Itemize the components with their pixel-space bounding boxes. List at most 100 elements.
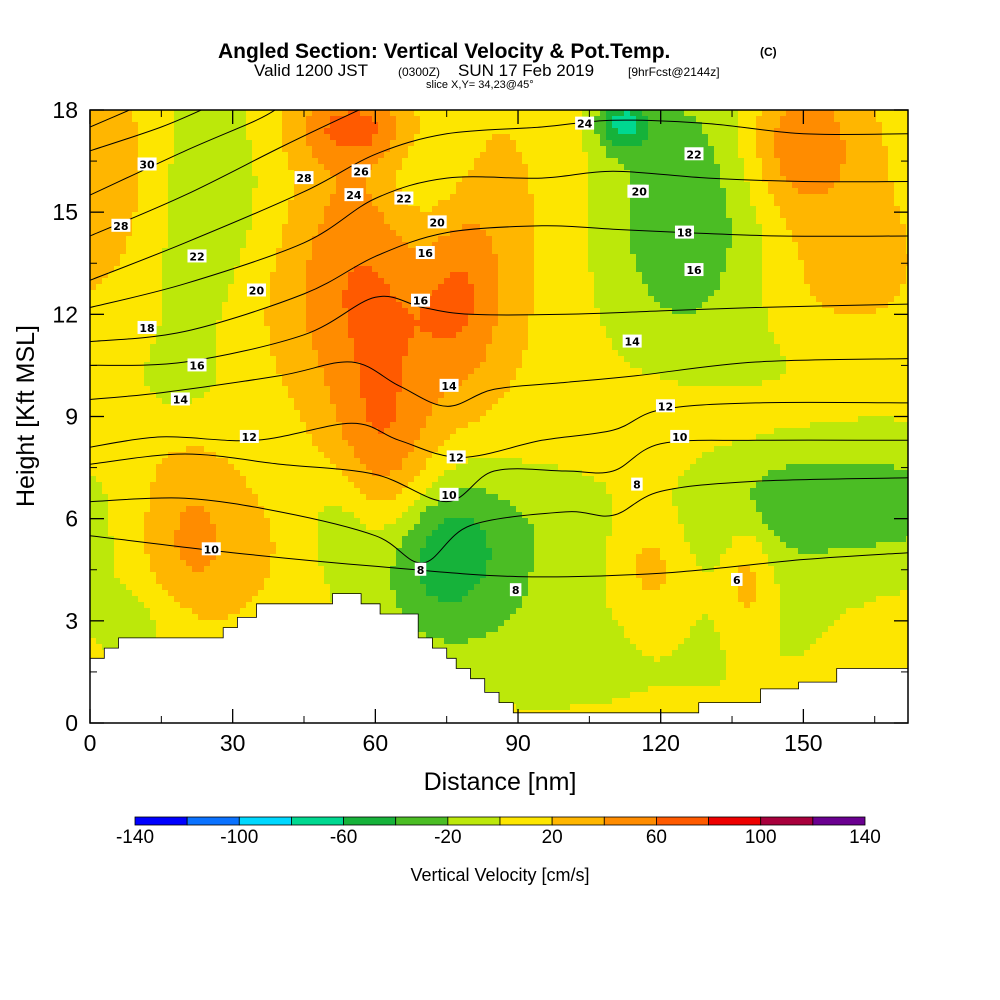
velocity-cell (120, 452, 127, 459)
velocity-cell (258, 164, 265, 171)
velocity-cell (174, 572, 181, 579)
velocity-cell (348, 176, 355, 183)
velocity-cell (246, 530, 253, 537)
velocity-cell (306, 398, 313, 405)
velocity-cell (354, 254, 361, 261)
velocity-cell (186, 596, 193, 603)
velocity-cell (96, 392, 103, 399)
velocity-cell (228, 392, 235, 399)
velocity-cell (108, 272, 115, 279)
velocity-cell (270, 548, 277, 555)
velocity-cell (246, 338, 253, 345)
velocity-cell (300, 302, 307, 309)
velocity-cell (120, 308, 127, 315)
velocity-cell (186, 530, 193, 537)
velocity-cell (126, 290, 133, 297)
velocity-cell (186, 620, 193, 627)
velocity-cell (192, 386, 199, 393)
velocity-cell (348, 530, 355, 537)
velocity-cell (288, 464, 295, 471)
velocity-cell (144, 284, 151, 291)
valid-prefix: Valid 1200 JST (254, 61, 368, 80)
velocity-cell (354, 560, 361, 567)
velocity-cell (228, 308, 235, 315)
velocity-cell (294, 248, 301, 255)
velocity-cell (360, 290, 367, 297)
velocity-cell (264, 410, 271, 417)
velocity-cell (186, 152, 193, 159)
velocity-cell (114, 182, 121, 189)
velocity-cell (246, 578, 253, 585)
velocity-cell (264, 440, 271, 447)
velocity-cell (264, 512, 271, 519)
velocity-cell (192, 506, 199, 513)
velocity-cell (372, 518, 379, 525)
velocity-cell (102, 290, 109, 297)
velocity-cell (324, 140, 331, 147)
velocity-cell (138, 248, 145, 255)
velocity-cell (276, 398, 283, 405)
velocity-cell (258, 326, 265, 333)
velocity-cell (258, 542, 265, 549)
velocity-cell (282, 290, 289, 297)
velocity-cell (318, 308, 325, 315)
velocity-cell (336, 248, 343, 255)
velocity-cell (312, 182, 319, 189)
velocity-cell (198, 506, 205, 513)
velocity-cell (168, 422, 175, 429)
velocity-cell (342, 200, 349, 207)
velocity-cell (270, 284, 277, 291)
velocity-cell (252, 596, 259, 603)
velocity-cell (318, 518, 325, 525)
velocity-cell (210, 290, 217, 297)
velocity-cell (204, 350, 211, 357)
velocity-cell (162, 482, 169, 489)
velocity-cell (192, 536, 199, 543)
velocity-cell (360, 392, 367, 399)
velocity-cell (330, 158, 337, 165)
velocity-cell (252, 350, 259, 357)
velocity-cell (90, 206, 97, 213)
velocity-cell (162, 566, 169, 573)
velocity-cell (132, 380, 139, 387)
velocity-cell (282, 512, 289, 519)
velocity-cell (294, 128, 301, 135)
velocity-cell (174, 374, 181, 381)
velocity-cell (318, 512, 325, 519)
velocity-cell (198, 548, 205, 555)
velocity-cell (348, 326, 355, 333)
velocity-cell (252, 314, 259, 321)
velocity-cell (378, 320, 385, 327)
velocity-cell (336, 470, 343, 477)
velocity-cell (186, 200, 193, 207)
velocity-cell (180, 176, 187, 183)
velocity-cell (186, 140, 193, 147)
velocity-cell (108, 476, 115, 483)
velocity-cell (372, 176, 379, 183)
velocity-cell (258, 314, 265, 321)
velocity-cell (366, 464, 373, 471)
velocity-cell (114, 260, 121, 267)
velocity-cell (132, 344, 139, 351)
velocity-cell (294, 584, 301, 591)
velocity-cell (360, 338, 367, 345)
velocity-cell (312, 134, 319, 141)
velocity-cell (270, 440, 277, 447)
velocity-cell (270, 236, 277, 243)
velocity-cell (366, 278, 373, 285)
velocity-cell (168, 464, 175, 471)
velocity-cell (246, 164, 253, 171)
velocity-cell (192, 182, 199, 189)
velocity-cell (234, 560, 241, 567)
velocity-cell (210, 368, 217, 375)
velocity-cell (96, 248, 103, 255)
velocity-cell (144, 224, 151, 231)
velocity-cell (138, 128, 145, 135)
velocity-cell (354, 218, 361, 225)
velocity-cell (354, 296, 361, 303)
velocity-cell (180, 128, 187, 135)
velocity-cell (294, 482, 301, 489)
velocity-cell (264, 338, 271, 345)
velocity-cell (186, 188, 193, 195)
velocity-cell (348, 236, 355, 243)
